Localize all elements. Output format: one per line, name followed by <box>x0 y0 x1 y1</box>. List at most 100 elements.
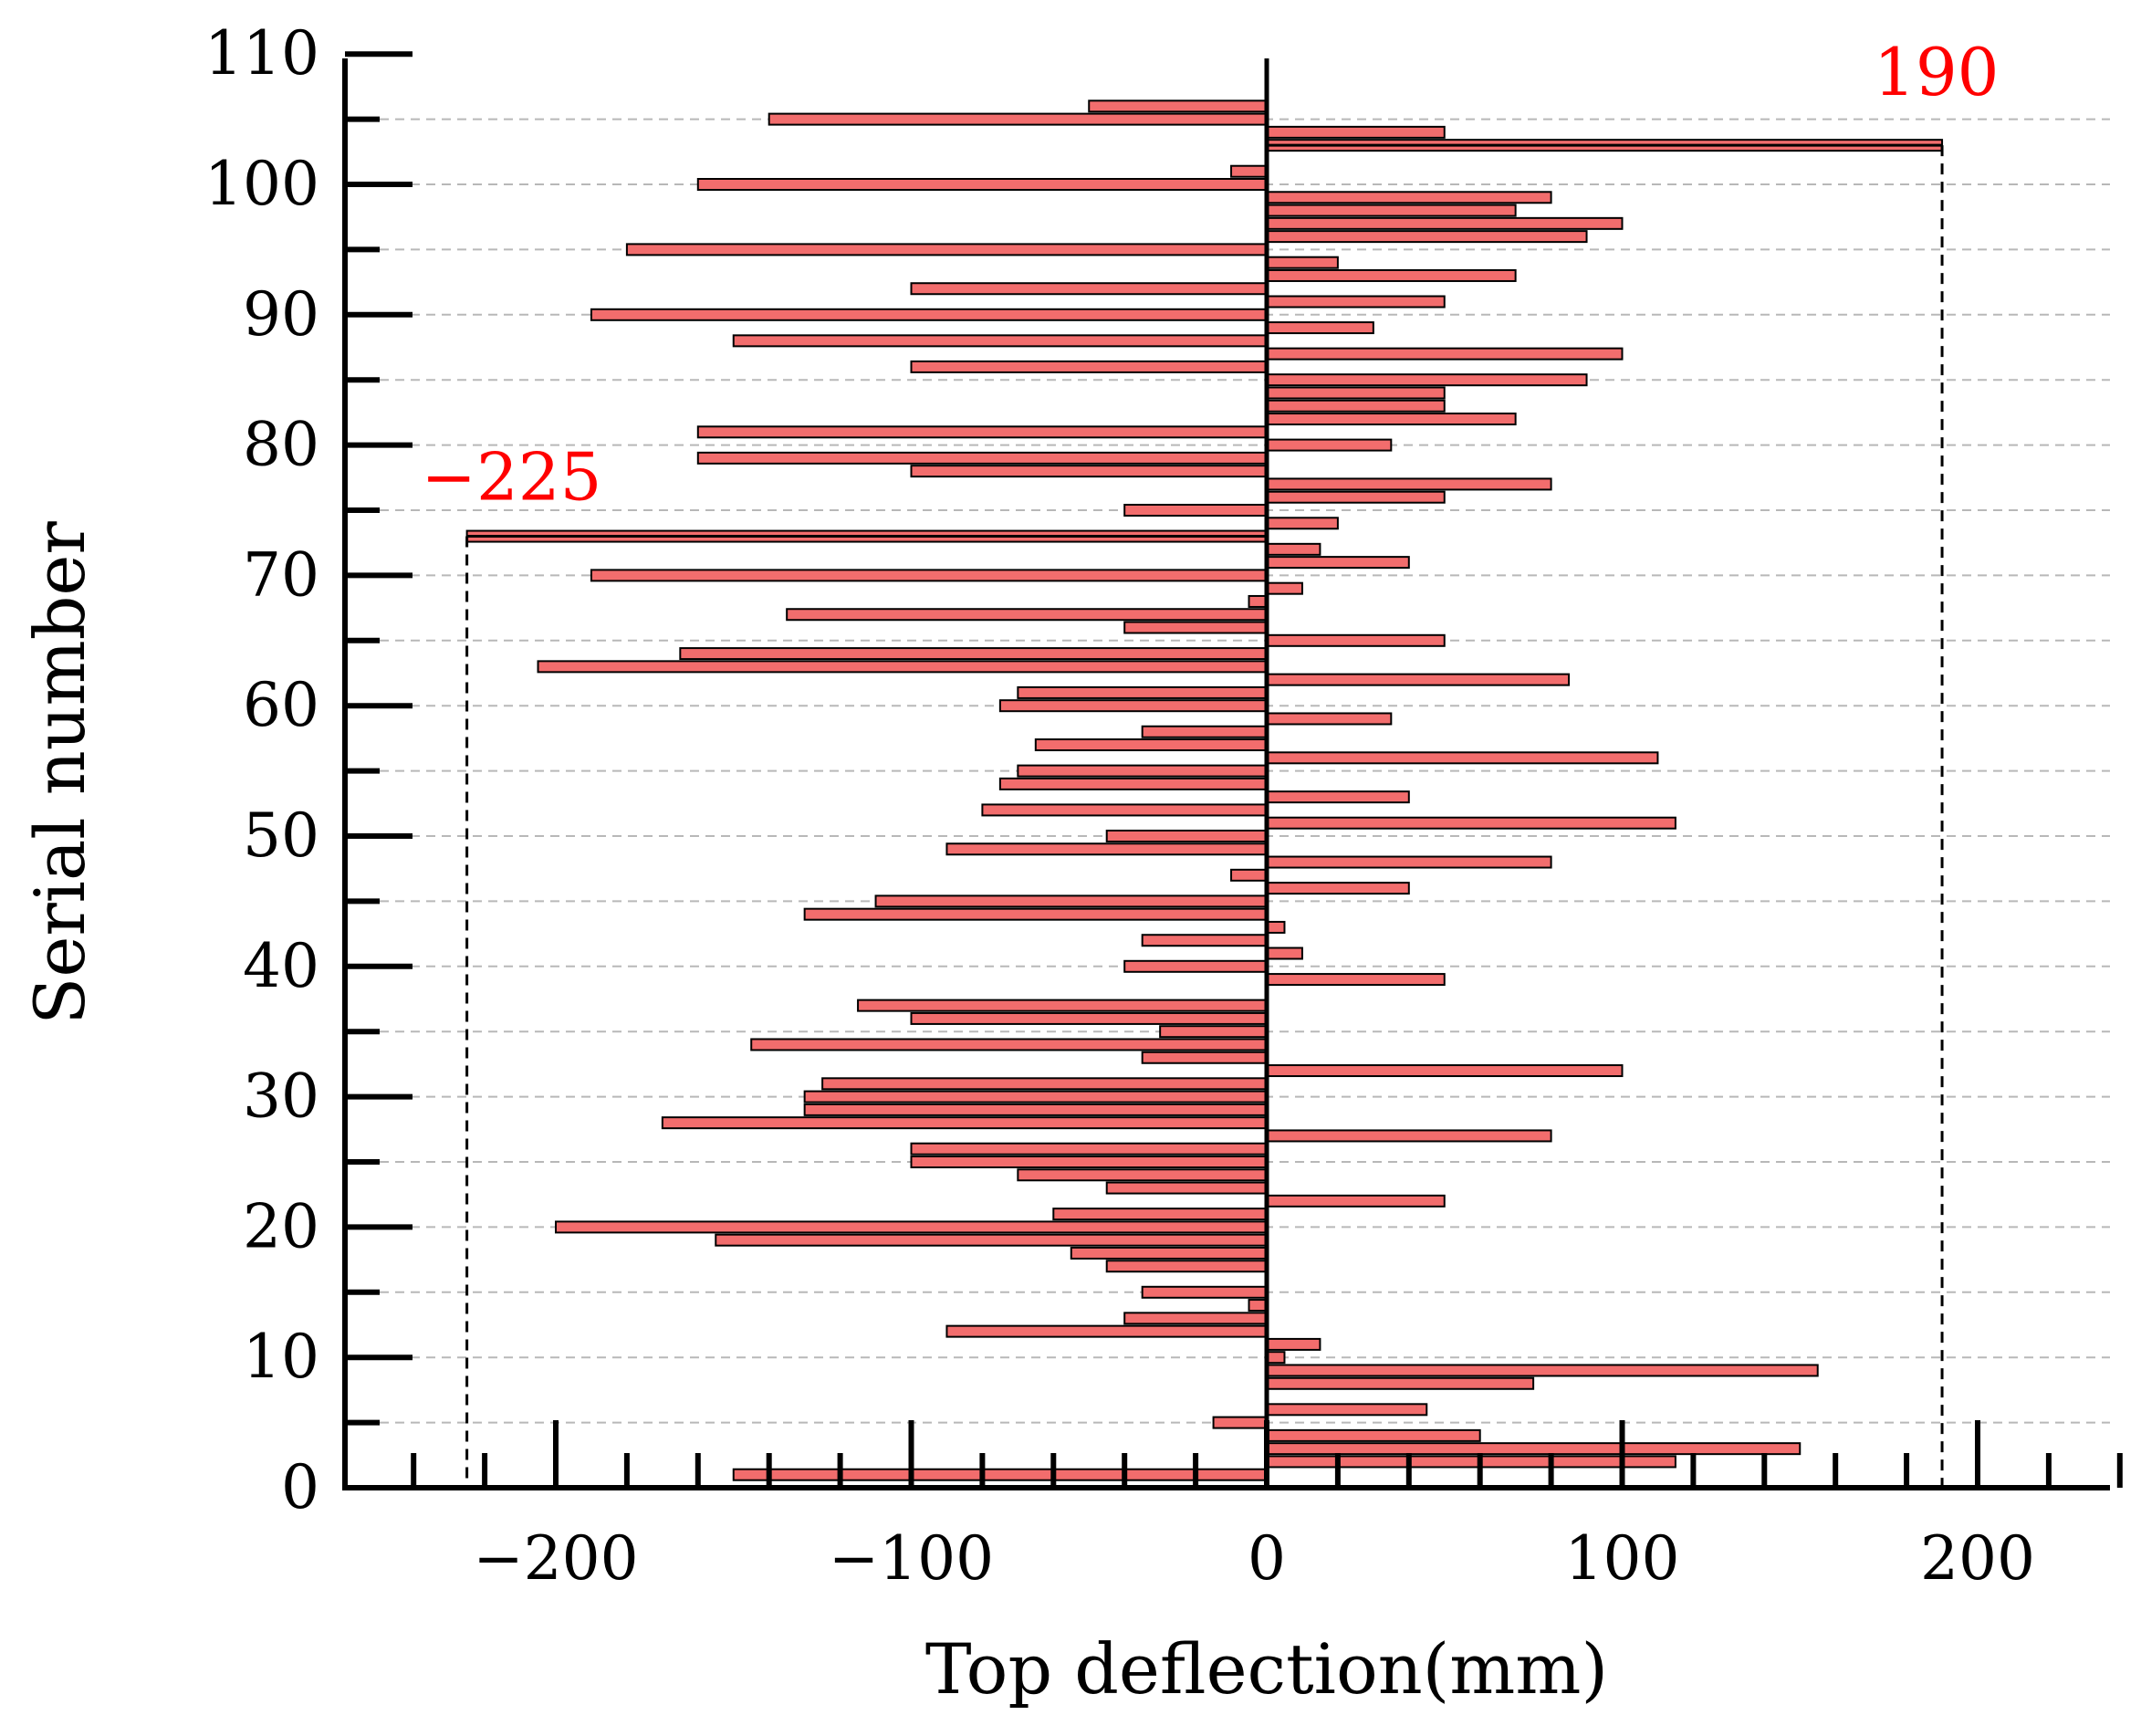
bar <box>1266 920 1286 934</box>
bar <box>998 699 1268 713</box>
bar <box>910 1011 1268 1025</box>
bar <box>1266 542 1321 556</box>
bar <box>910 1142 1268 1156</box>
bar <box>1266 321 1374 335</box>
x-axis-title: Top deflection(mm) <box>925 1628 1608 1710</box>
y-tick-label: 50 <box>243 800 319 871</box>
y-tick-label: 20 <box>243 1191 319 1261</box>
bar <box>1266 230 1588 244</box>
bar <box>1266 790 1410 804</box>
y-tick-label: 60 <box>243 670 319 740</box>
bar <box>1266 1337 1321 1351</box>
bar <box>1266 295 1446 309</box>
bar <box>1266 1376 1535 1390</box>
y-tick-label: 80 <box>243 410 319 480</box>
bar <box>1266 1364 1819 1377</box>
bar <box>821 1077 1268 1091</box>
y-tick-label: 40 <box>243 931 319 1001</box>
bar <box>696 451 1268 465</box>
annotation-label: −225 <box>422 439 602 516</box>
bar <box>661 1116 1268 1130</box>
bar <box>1266 204 1517 217</box>
bar-series <box>465 99 1944 1481</box>
bar <box>945 842 1268 856</box>
y-tick-label: 30 <box>243 1061 319 1132</box>
bar <box>1070 1246 1269 1260</box>
tick-labels: 0 10 20 30 40 50 60 70 80 90 100 110 −200 −100 0 100 200 <box>204 18 2035 1594</box>
bar <box>1034 738 1268 752</box>
bar <box>1266 191 1552 204</box>
bar <box>1141 1051 1269 1064</box>
bar <box>1123 504 1268 517</box>
bar <box>803 1103 1269 1116</box>
bar <box>1266 816 1676 830</box>
bar <box>750 1038 1268 1051</box>
bar <box>590 569 1268 582</box>
bar <box>1266 1442 1802 1456</box>
y-tick-label: 70 <box>243 539 319 610</box>
bar <box>1017 685 1268 699</box>
x-tick-label: 100 <box>1565 1523 1680 1594</box>
bar <box>786 608 1268 622</box>
x-tick-label: −200 <box>473 1523 638 1594</box>
bar <box>998 777 1268 790</box>
bar <box>715 1233 1268 1247</box>
y-tick-label: 110 <box>204 18 319 89</box>
bar <box>910 360 1268 373</box>
bar <box>590 308 1268 321</box>
bar <box>1266 347 1624 361</box>
bar <box>1266 712 1393 726</box>
y-tick-label: 10 <box>243 1322 319 1392</box>
axes <box>342 51 2123 1490</box>
bar <box>1266 373 1588 387</box>
bar <box>1266 882 1410 895</box>
bar <box>1266 1351 1286 1365</box>
bar <box>1266 633 1446 647</box>
y-tick-label: 90 <box>243 279 319 350</box>
bar <box>910 465 1268 478</box>
bar <box>537 660 1268 674</box>
bar <box>696 178 1268 191</box>
bar <box>910 282 1268 296</box>
bar <box>1266 438 1393 452</box>
bar <box>1266 1129 1552 1143</box>
bar <box>857 999 1268 1012</box>
bar <box>1105 1181 1268 1195</box>
bar <box>1248 1299 1269 1312</box>
bar <box>1266 973 1446 987</box>
bar <box>1088 99 1268 113</box>
annotation-label: 190 <box>1874 34 1999 110</box>
annotations: −225 190 <box>422 34 2000 515</box>
bar <box>1266 1403 1428 1417</box>
bar <box>945 1324 1268 1338</box>
bar <box>1266 517 1339 530</box>
bar <box>1266 477 1552 491</box>
bar <box>555 1220 1268 1234</box>
bar <box>1266 490 1446 504</box>
bar <box>679 647 1268 661</box>
bar <box>1266 413 1517 426</box>
bar <box>1052 1208 1269 1221</box>
bar <box>803 907 1269 921</box>
bar <box>1266 1194 1446 1208</box>
bar <box>874 894 1268 908</box>
y-axis-title: Serial number <box>19 521 100 1025</box>
x-tick-label: 0 <box>1248 1523 1286 1594</box>
annotation-guides <box>465 143 1944 1488</box>
bar <box>1017 764 1268 778</box>
bar <box>732 334 1268 348</box>
bar <box>1123 621 1268 634</box>
bar <box>732 1468 1268 1481</box>
bar <box>1266 1064 1624 1078</box>
bar <box>981 803 1269 817</box>
bar <box>1141 725 1269 738</box>
bar <box>1159 1025 1269 1039</box>
bar <box>803 1090 1269 1103</box>
bar <box>1248 594 1269 608</box>
bar <box>1266 1455 1676 1469</box>
bar <box>1266 386 1446 400</box>
bar <box>1266 268 1517 282</box>
bar <box>1266 556 1410 570</box>
bar <box>1141 934 1269 947</box>
